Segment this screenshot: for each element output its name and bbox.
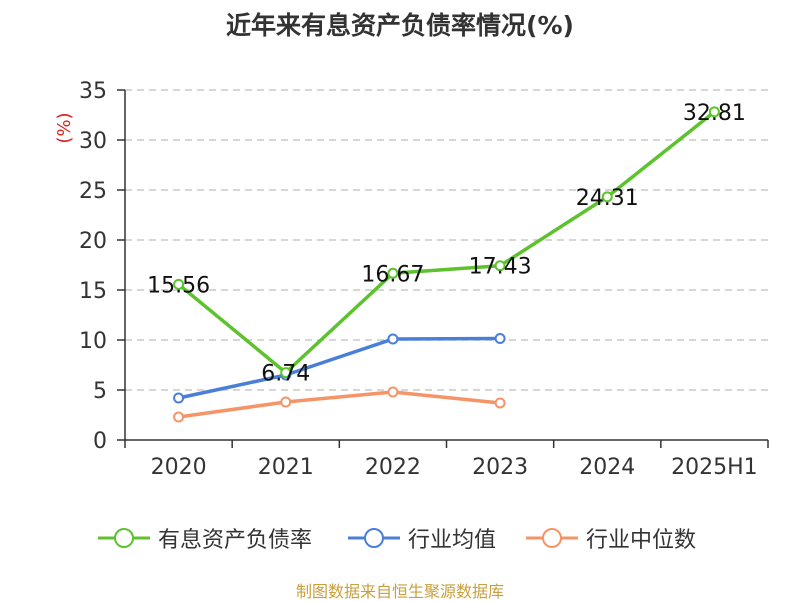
y-tick-label: 35 <box>79 79 107 104</box>
legend-label: 有息资产负债率 <box>158 528 313 553</box>
legend-item-series-1[interactable]: 行业均值 <box>348 522 496 554</box>
y-axis-label: (%) <box>54 112 75 143</box>
data-point <box>494 260 506 272</box>
data-label: 24.31 <box>576 186 639 211</box>
axes: 0 5 10 15 20 25 30 35 2020 2021 2022 2023 2024 2025H1… <box>54 79 769 480</box>
x-tick-label: 2021 <box>258 455 314 480</box>
data-point <box>601 191 613 203</box>
series-0 <box>173 106 720 379</box>
legend-item-series-2[interactable]: 行业中位数 <box>526 522 696 554</box>
series-2 <box>173 386 506 423</box>
data-point <box>387 267 399 279</box>
legend-item-series-0[interactable]: 有息资产负债率 <box>98 522 312 554</box>
series-line <box>178 390 501 419</box>
data-point <box>387 333 399 345</box>
grid-lines <box>125 89 768 391</box>
legend-marker-icon <box>98 528 150 548</box>
data-point <box>280 367 292 379</box>
y-tick-label: 25 <box>79 179 107 204</box>
x-tick-label: 2023 <box>472 455 528 480</box>
series-line <box>177 110 716 375</box>
data-point <box>494 333 506 344</box>
series-line <box>178 336 501 400</box>
data-point <box>387 386 399 398</box>
chart-title: 近年来有息资产负债率情况(%) <box>226 11 574 40</box>
y-tick-label: 20 <box>79 229 107 254</box>
legend-label: 行业中位数 <box>586 528 697 553</box>
source-note: 制图数据来自恒生聚源数据库 <box>295 582 504 601</box>
data-labels: 15.56 6.74 16.67 17.43 24.31 32.81 <box>147 101 746 387</box>
data-point <box>173 392 185 404</box>
series-1 <box>173 333 506 404</box>
data-label: 6.74 <box>261 362 310 387</box>
data-point <box>173 411 185 423</box>
data-label: 16.67 <box>361 262 424 287</box>
legend-marker-icon <box>348 528 400 548</box>
y-tick-label: 5 <box>93 379 107 404</box>
x-tick-label: 2024 <box>579 455 635 480</box>
legend-marker-icon <box>526 528 578 548</box>
y-tick-label: 0 <box>93 429 107 454</box>
x-tick-label: 2025H1 <box>671 455 758 480</box>
data-label: 15.56 <box>147 273 210 298</box>
x-tick-label: 2022 <box>365 455 421 480</box>
data-point <box>494 397 506 409</box>
data-label: 17.43 <box>469 255 532 280</box>
y-tick-label: 15 <box>79 279 107 304</box>
legend-label: 行业均值 <box>408 528 497 553</box>
series-lines <box>173 106 720 423</box>
data-point <box>280 396 292 408</box>
data-point <box>173 278 185 290</box>
data-label: 32.81 <box>683 101 746 126</box>
y-tick-label: 10 <box>79 329 107 354</box>
y-tick-label: 30 <box>79 129 107 154</box>
x-tick-label: 2020 <box>151 455 207 480</box>
data-point <box>708 106 720 118</box>
